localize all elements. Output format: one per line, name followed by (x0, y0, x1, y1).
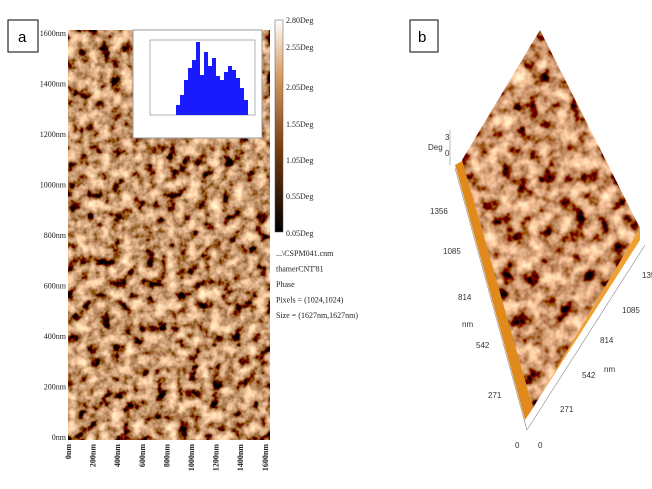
axis-label: 135 (642, 271, 652, 280)
axis-label: 1085 (443, 247, 461, 256)
panel-label: b (418, 29, 426, 46)
x-tick-label: 0nm (64, 444, 73, 459)
x-tick-label: 1000nm (187, 444, 196, 471)
axis-label: 814 (458, 293, 472, 302)
axis-label: 542 (582, 371, 596, 380)
colorbar (275, 20, 283, 232)
axis-label: 271 (488, 391, 502, 400)
info-text: thamerCNT'81 (276, 265, 324, 274)
z-max: 3 (445, 133, 450, 142)
x-tick-label: 1200nm (212, 444, 221, 471)
x-tick-label: 200nm (89, 444, 98, 467)
afm-surface (455, 25, 645, 415)
colorbar-label: 2.05Deg (286, 83, 313, 92)
y-tick-label: 1000nm (40, 181, 67, 190)
y-tick-label: 1400nm (40, 80, 67, 89)
y-tick-label: 0nm (52, 433, 67, 442)
axis-label: nm (604, 365, 615, 374)
z-min: 0 (445, 149, 450, 158)
x-tick-label: 400nm (113, 444, 122, 467)
axis-label: nm (462, 320, 473, 329)
info-text: Phase (276, 280, 295, 289)
y-tick-label: 800nm (44, 231, 67, 240)
info-text: Pixels = (1024,1024) (276, 296, 344, 305)
colorbar-label: 2.55Deg (286, 43, 313, 52)
x-tick-label: 600nm (138, 444, 147, 467)
info-text: ...\CSPM041.cnm (276, 249, 334, 258)
axis-label: 542 (476, 341, 490, 350)
colorbar-label: 2.80Deg (286, 16, 313, 25)
y-tick-label: 1600nm (40, 29, 67, 38)
axis-label: 814 (600, 336, 614, 345)
colorbar-label: 0.05Deg (286, 229, 313, 238)
x-tick-label: 800nm (162, 444, 171, 467)
y-tick-label: 200nm (44, 383, 67, 392)
y-tick-label: 400nm (44, 332, 67, 341)
axis-label: 271 (560, 405, 574, 414)
colorbar-label: 0.55Deg (286, 192, 313, 201)
x-tick-label: 1400nm (236, 444, 245, 471)
colorbar-label: 1.05Deg (286, 156, 313, 165)
y-tick-label: 600nm (44, 282, 67, 291)
x-tick-label: 1600nm (261, 444, 270, 471)
axis-label: 0 (538, 441, 543, 450)
figure: a b Deg 3 0 1600nm 1400nm 1200nm 1000nm 800n… (0, 0, 652, 484)
axis-label: 1356 (430, 207, 448, 216)
info-text: Size = (1627nm,1627nm) (276, 311, 358, 320)
colorbar-label: 1.55Deg (286, 120, 313, 129)
axis-label: 1085 (622, 306, 640, 315)
panel-label: a (18, 29, 27, 46)
y-tick-label: 1200nm (40, 130, 67, 139)
z-unit: Deg (428, 143, 443, 152)
inset-histogram (133, 30, 262, 138)
axis-label: 0 (515, 441, 520, 450)
